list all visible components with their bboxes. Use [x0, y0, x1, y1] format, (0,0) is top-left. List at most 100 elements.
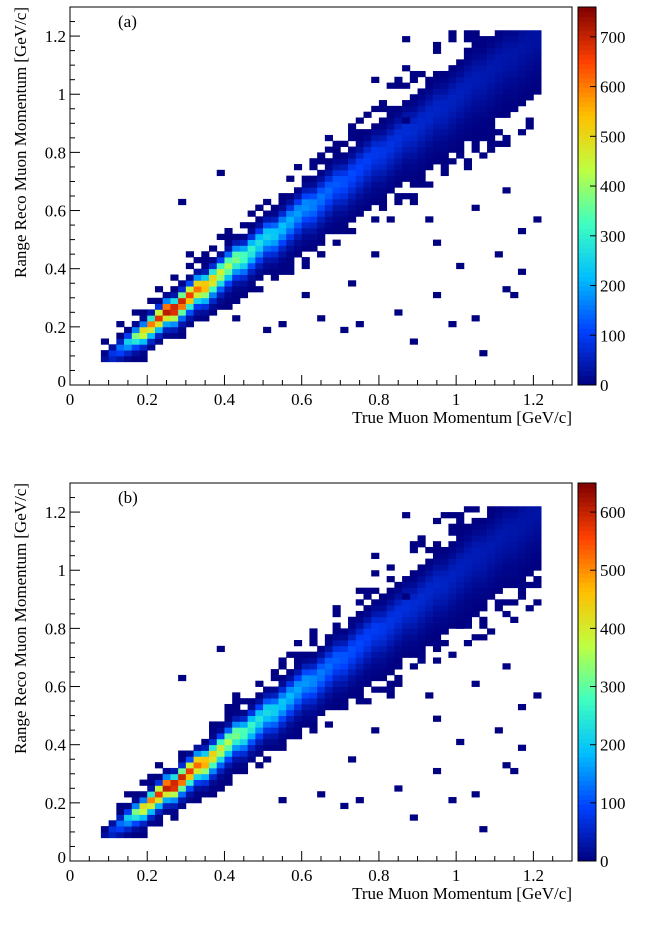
heatmap-bin-a — [386, 152, 395, 159]
heatmap-bin-a — [340, 164, 349, 171]
heatmap-bin-b — [209, 762, 218, 769]
heatmap-bin-a — [301, 187, 310, 194]
colorbar-segment-a — [578, 35, 596, 41]
y-axis-label-b: Range Reco Muon Momentum [GeV/c] — [11, 483, 30, 754]
heatmap-bin-b — [363, 669, 372, 676]
y-axis-label-a: Range Reco Muon Momentum [GeV/c] — [11, 7, 30, 278]
heatmap-bin-b — [278, 733, 287, 740]
colorbar-segment-a — [578, 73, 596, 79]
heatmap-bin-b — [487, 558, 496, 565]
heatmap-bin-a — [193, 315, 202, 322]
outlier-bin-a — [178, 198, 187, 206]
heatmap-bin-a — [263, 257, 272, 264]
heatmap-bin-a — [286, 262, 295, 270]
heatmap-bin-b — [278, 703, 287, 711]
heatmap-bin-a — [494, 111, 503, 118]
heatmap-bin-b — [340, 674, 349, 682]
heatmap-bin-b — [471, 558, 480, 565]
heatmap-bin-b — [278, 674, 287, 682]
heatmap-bin-b — [255, 744, 264, 751]
heatmap-bin-b — [162, 779, 171, 786]
heatmap-bin-b — [533, 512, 542, 519]
heatmap-bin-a — [348, 187, 357, 194]
heatmap-bin-a — [270, 222, 279, 229]
x-tick-label-a: 0.2 — [137, 390, 158, 409]
heatmap-bin-b — [471, 517, 480, 525]
heatmap-bin-a — [301, 239, 310, 246]
heatmap-bin-b — [139, 820, 148, 827]
heatmap-bin-b — [147, 814, 156, 821]
heatmap-bin-a — [378, 187, 388, 194]
heatmap-bin-b — [487, 535, 496, 542]
heatmap-bin-a — [332, 152, 341, 159]
heatmap-bin-b — [201, 750, 210, 757]
colorbar-segment-b — [578, 733, 596, 739]
colorbar-segment-b — [578, 809, 596, 815]
heatmap-bin-a — [139, 321, 148, 328]
heatmap-bin-a — [324, 216, 333, 223]
heatmap-bin-a — [463, 123, 472, 130]
heatmap-bin-b — [510, 576, 519, 583]
outlier-bin-a — [332, 227, 341, 235]
heatmap-bin-b — [425, 570, 434, 577]
heatmap-bin-b — [494, 546, 503, 554]
heatmap-bin-b — [432, 605, 442, 612]
heatmap-bin-b — [170, 808, 179, 815]
heatmap-bin-a — [494, 53, 503, 60]
heatmap-bin-b — [348, 634, 357, 641]
heatmap-bin-b — [193, 773, 202, 780]
heatmap-bin-b — [402, 640, 411, 647]
heatmap-bin-a — [402, 123, 411, 130]
heatmap-bin-b — [471, 535, 480, 542]
heatmap-bin-a — [479, 70, 488, 78]
outlier-bin-a — [185, 251, 194, 258]
heatmap-bin-a — [463, 100, 472, 107]
heatmap-bin-a — [348, 134, 357, 142]
heatmap-bin-a — [139, 315, 148, 322]
heatmap-bin-b — [348, 686, 357, 693]
heatmap-bin-a — [100, 338, 110, 345]
heatmap-bin-a — [471, 70, 480, 78]
heatmap-bin-a — [510, 76, 519, 83]
heatmap-bin-a — [301, 204, 310, 211]
heatmap-bin-b — [378, 645, 388, 653]
colorbar-segment-a — [578, 40, 596, 46]
outlier-bin-a — [448, 321, 457, 328]
heatmap-bin-b — [432, 517, 442, 525]
heatmap-bin-a — [425, 181, 434, 188]
heatmap-bin-a — [471, 146, 480, 153]
heatmap-bin-a — [324, 181, 333, 188]
heatmap-bin-a — [332, 169, 341, 177]
heatmap-bin-b — [247, 709, 256, 717]
heatmap-bin-a — [432, 41, 442, 49]
heatmap-bin-a — [417, 117, 426, 124]
heatmap-bin-a — [286, 216, 295, 223]
heatmap-bin-a — [355, 140, 364, 147]
heatmap-bin-a — [448, 30, 457, 37]
heatmap-bin-b — [440, 552, 449, 559]
heatmap-bin-b — [487, 512, 496, 519]
heatmap-bin-a — [517, 82, 527, 89]
heatmap-bin-a — [317, 181, 326, 188]
heatmap-bin-b — [471, 576, 480, 583]
heatmap-bin-a — [108, 344, 117, 351]
heatmap-bin-a — [301, 233, 310, 241]
heatmap-bin-b — [216, 727, 225, 734]
heatmap-bin-b — [232, 762, 241, 769]
heatmap-bin-a — [402, 158, 411, 165]
heatmap-bin-b — [409, 541, 418, 548]
heatmap-bin-a — [371, 198, 380, 206]
heatmap-bin-b — [510, 512, 519, 519]
heatmap-bin-b — [409, 581, 418, 589]
heatmap-bin-b — [425, 581, 434, 589]
heatmap-bin-b — [124, 826, 133, 833]
heatmap-bin-a — [201, 315, 210, 322]
heatmap-bin-b — [162, 773, 171, 780]
heatmap-bin-a — [425, 123, 434, 130]
heatmap-bin-a — [185, 262, 194, 270]
colorbar-segment-a — [578, 49, 596, 55]
heatmap-bin-a — [494, 47, 503, 54]
heatmap-bin-a — [494, 65, 503, 72]
heatmap-bin-a — [348, 204, 357, 211]
heatmap-bin-b — [409, 610, 418, 618]
